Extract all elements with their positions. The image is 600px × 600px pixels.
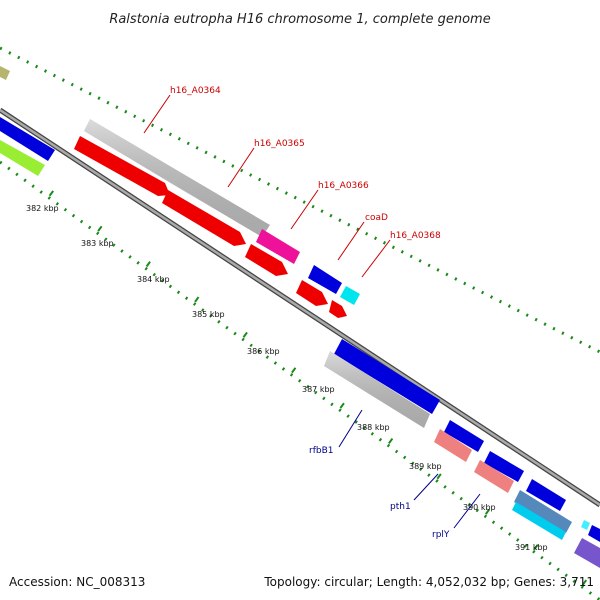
tick-mark xyxy=(533,544,539,551)
tick-label: 385 kbp xyxy=(192,310,225,319)
gene-label-pth1: pth1 xyxy=(390,502,411,512)
chromosome-backbone xyxy=(0,107,600,508)
tick-mark xyxy=(97,225,103,232)
tick-mark xyxy=(436,473,442,480)
tick-label: 387 kbp xyxy=(302,385,335,394)
gene-salmon-1 xyxy=(434,429,472,462)
gene-green-left xyxy=(0,140,45,176)
gene-blue-6 xyxy=(526,479,566,511)
accession-text: Accession: NC_008313 xyxy=(9,575,145,589)
scale-labels: 382 kbp 383 kbp 384 kbp 385 kbp 386 kbp … xyxy=(26,204,548,552)
tick-mark xyxy=(291,367,297,374)
gene-blue-left xyxy=(0,117,55,161)
tick-mark xyxy=(388,437,394,444)
gene-cyan-2 xyxy=(512,502,566,540)
gene-magenta xyxy=(256,229,300,264)
minor-ticks xyxy=(48,190,588,586)
gene-purple xyxy=(574,538,600,568)
gene-label-h16-a0368: h16_A0368 xyxy=(390,231,441,241)
tick-label: 391 kbp xyxy=(515,543,548,552)
tick-label: 386 kbp xyxy=(247,347,280,356)
gene-label-h16-a0364: h16_A0364 xyxy=(170,86,221,96)
tick-mark xyxy=(339,402,345,409)
gene-red-1 xyxy=(74,136,170,196)
gene-blue-mid xyxy=(308,265,342,294)
tick-mark xyxy=(581,579,588,586)
tick-label: 383 kbp xyxy=(81,239,114,248)
gene-cyan-1 xyxy=(340,286,360,305)
gene-olive xyxy=(0,66,10,80)
tick-label: 390 kbp xyxy=(463,503,496,512)
tick-mark xyxy=(194,296,200,303)
map-title: Ralstonia eutropha H16 chromosome 1, com… xyxy=(109,12,490,27)
gene-labels-forward: h16_A0364 h16_A0365 h16_A0366 coaD h16_A… xyxy=(170,86,441,241)
gene-labels-reverse: rfbB1 pth1 rplY xyxy=(309,446,450,540)
gene-red-5 xyxy=(329,300,347,318)
gene-blue-4 xyxy=(444,420,484,452)
gene-label-h16-a0365: h16_A0365 xyxy=(254,139,305,149)
gene-red-3 xyxy=(245,244,288,276)
gene-blue-7 xyxy=(588,525,600,542)
gene-label-coad: coaD xyxy=(365,213,388,223)
gene-features xyxy=(0,66,600,568)
gene-blue-long xyxy=(334,339,440,414)
gene-cyan-3 xyxy=(581,520,590,530)
tick-mark xyxy=(242,331,248,338)
gene-label-h16-a0366: h16_A0366 xyxy=(318,181,369,191)
gene-label-rply: rplY xyxy=(432,530,450,540)
tick-mark xyxy=(48,190,54,197)
outer-dotted-ring xyxy=(0,46,600,354)
gene-red-4 xyxy=(296,280,328,306)
gene-label-rfbb1: rfbB1 xyxy=(309,446,333,456)
tick-label: 388 kbp xyxy=(357,423,390,432)
summary-text: Topology: circular; Length: 4,052,032 bp… xyxy=(263,575,594,589)
tick-label: 382 kbp xyxy=(26,204,59,213)
gene-blue-5 xyxy=(484,451,524,482)
gene-steelblue xyxy=(514,490,572,533)
inner-dotted-ring xyxy=(0,160,600,600)
gene-salmon-2 xyxy=(474,460,514,493)
callout-lines xyxy=(143,94,481,529)
tick-label: 389 kbp xyxy=(409,462,442,471)
tick-label: 384 kbp xyxy=(137,275,170,284)
gene-red-2 xyxy=(162,190,246,246)
tick-mark xyxy=(484,508,491,515)
tick-mark xyxy=(145,261,151,268)
